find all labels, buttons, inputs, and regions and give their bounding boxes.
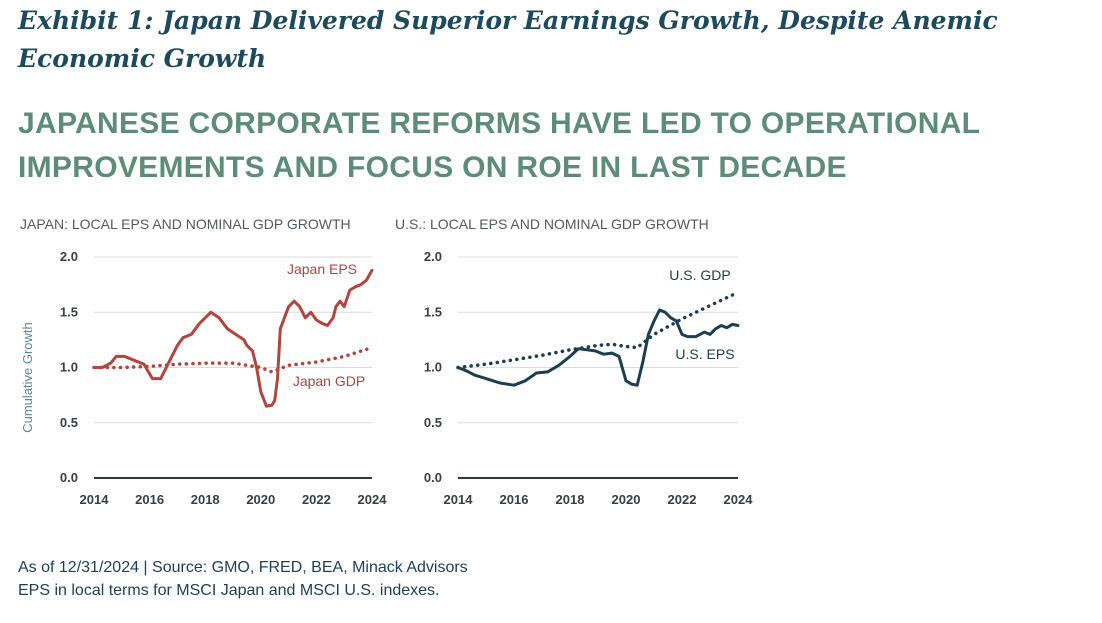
japan-y-tick-label: 1.0 — [60, 360, 78, 375]
us-y-tick-label: 2.0 — [424, 249, 442, 264]
japan-y-tick-label: 0.5 — [60, 415, 78, 430]
japan-y-tick-label: 0.0 — [60, 470, 78, 485]
us-y-tick-label: 1.0 — [424, 360, 442, 375]
japan-y-axis-label: Cumulative Growth — [20, 322, 35, 433]
japan-gdp-line — [92, 345, 374, 374]
us-y-tick-label: 0.0 — [424, 470, 442, 485]
us-chart-title: U.S.: LOCAL EPS AND NOMINAL GDP GROWTH — [395, 216, 709, 232]
us-x-tick-label: 2016 — [500, 492, 529, 507]
u-s-eps-line — [456, 308, 740, 387]
japan-y-tick-label: 2.0 — [60, 249, 78, 264]
exhibit-title: Exhibit 1: Japan Delivered Superior Earn… — [18, 6, 998, 73]
us-y-tick-label: 1.5 — [424, 304, 442, 319]
japan-y-tick-label: 1.5 — [60, 304, 78, 319]
us-x-tick-label: 2024 — [724, 492, 754, 507]
charts-canvas: 0.0 0.5 1.0 1.5 2.0 2014 2016 2018 2020 2022 2024 C… — [20, 249, 753, 507]
japan-x-tick-label: 2018 — [191, 492, 220, 507]
japan-x-tick-label: 2016 — [135, 492, 164, 507]
japan-gdp-label: Japan GDP — [293, 373, 365, 389]
footer: As of 12/31/2024 | Source: GMO, FRED, BE… — [18, 556, 468, 602]
japan-eps-line — [92, 268, 374, 408]
u-s-eps-label: U.S. EPS — [675, 346, 734, 362]
us-x-tick-label: 2018 — [556, 492, 585, 507]
japan-x-tick-label: 2014 — [80, 492, 110, 507]
japan-eps-label: Japan EPS — [287, 261, 357, 277]
japan-chart-title: JAPAN: LOCAL EPS AND NOMINAL GDP GROWTH — [20, 216, 351, 232]
japan-chart: 0.0 0.5 1.0 1.5 2.0 2014 2016 2018 2020 2022 2024 C… — [20, 249, 387, 507]
us-x-tick-label: 2022 — [668, 492, 697, 507]
us-x-tick-label: 2020 — [612, 492, 641, 507]
us-chart: 0.0 0.5 1.0 1.5 2.0 2014 2016 2018 2020 2022 2024 U… — [424, 249, 753, 507]
u-s-gdp-label: U.S. GDP — [669, 267, 730, 283]
source-line: As of 12/31/2024 | Source: GMO, FRED, BE… — [18, 559, 468, 576]
japan-x-tick-label: 2020 — [246, 492, 275, 507]
us-x-tick-label: 2014 — [444, 492, 474, 507]
subtitle: JAPANESE CORPORATE REFORMS HAVE LED TO O… — [18, 107, 980, 184]
japan-x-tick-label: 2022 — [302, 492, 331, 507]
note-line: EPS in local terms for MSCI Japan and MS… — [18, 582, 440, 599]
japan-x-tick-label: 2024 — [358, 492, 388, 507]
us-y-tick-label: 0.5 — [424, 415, 442, 430]
